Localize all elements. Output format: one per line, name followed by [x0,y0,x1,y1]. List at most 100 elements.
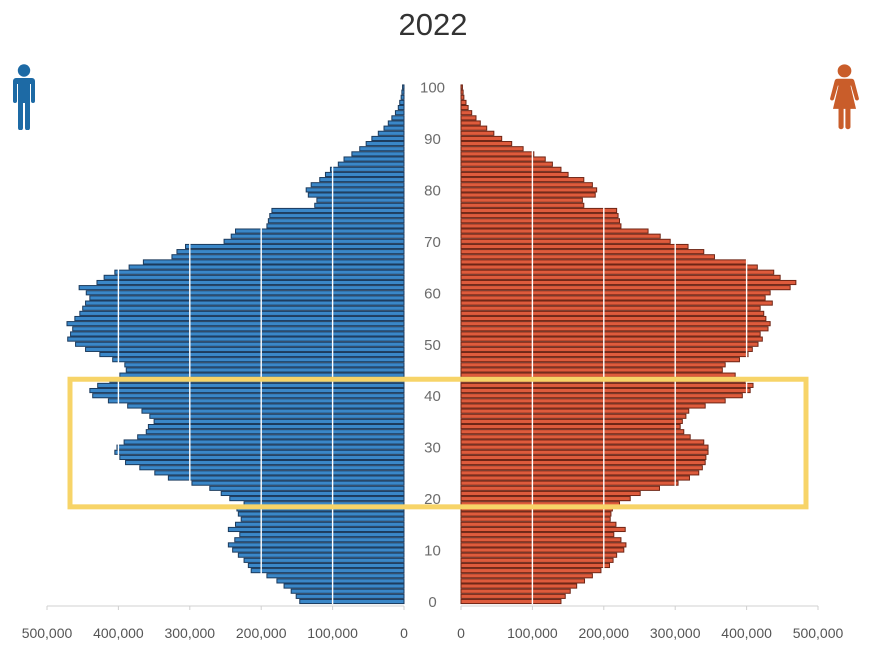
female-bar-age-83 [460,171,569,178]
female-bar-age-36 [460,413,687,419]
female-bar-age-79 [460,192,596,198]
male-bar-age-42 [97,382,405,388]
female-bar-age-68 [460,249,705,255]
female-icon-body [830,78,859,130]
male-bar-age-7 [247,562,405,569]
age-tick-label: 90 [424,131,441,148]
female-bar-age-55 [460,315,767,322]
age-tick-label: 10 [424,543,441,560]
age-tick-label: 80 [424,182,441,199]
male-x-tick-label: 100,000 [307,625,358,641]
male-bar-age-87 [351,151,405,157]
female-bar-age-24 [460,475,690,481]
male-bar-age-93 [387,120,405,126]
female-bar-age-73 [460,223,622,229]
female-bar-age-57 [460,305,761,311]
male-x-tick-label: 0 [400,625,408,641]
female-bar-age-31 [460,439,705,445]
female-bar-age-99 [460,89,464,95]
female-bar-age-67 [460,254,715,260]
female-bar-age-54 [460,321,771,327]
female-bar-age-48 [460,351,749,358]
female-bar-age-29 [460,449,709,455]
male-bar-age-96 [397,105,405,111]
male-bar-age-36 [149,413,405,419]
female-bar-age-28 [460,454,707,461]
female-bar-age-6 [460,568,602,574]
male-bar-age-83 [324,171,405,178]
age-axis: 0 10 20 30 40 50 60 70 80 90 100 [420,80,445,612]
male-bar-age-30 [116,444,405,450]
female-bar-age-59 [460,295,766,301]
male-bar-age-57 [82,305,405,311]
female-bar-age-50 [460,341,759,347]
male-bar-age-78 [316,197,405,203]
male-bar-age-29 [114,449,405,455]
male-bar-age-38 [127,403,405,409]
male-bar-age-22 [209,485,405,491]
male-bar-age-15 [235,521,405,527]
female-bar-age-76 [460,207,618,214]
male-bar-age-56 [79,310,405,316]
male-x-tick-label: 400,000 [93,625,144,641]
female-bar-age-42 [460,382,754,388]
female-bar-age-58 [460,300,773,306]
male-bar-age-70 [223,238,405,244]
male-bar-age-14 [227,526,405,533]
female-bar-age-32 [460,434,691,440]
female-bar-age-23 [460,480,679,486]
male-bar-age-31 [123,439,405,445]
female-bar-age-30 [460,444,709,450]
female-bar-age-21 [460,490,641,497]
male-bar-age-40 [92,393,405,399]
highlight-box [67,376,809,510]
male-bar-age-91 [377,130,405,136]
female-bar-age-5 [460,573,593,579]
male-bar-age-23 [191,480,405,486]
female-bar-age-34 [460,424,681,430]
female-bar-age-8 [460,557,614,563]
male-bar-age-44 [119,372,405,378]
age-tick-label: 60 [424,285,441,302]
male-bar-age-65 [128,264,405,270]
male-bar-age-17 [237,511,405,517]
female-bar-age-61 [460,285,791,291]
male-bar-age-98 [400,94,405,100]
female-x-tick-label: 300,000 [650,625,701,641]
female-bar-age-44 [460,372,736,378]
male-bar-age-51 [67,336,405,342]
female-x-tick-label: 0 [457,625,465,641]
female-bar-age-84 [460,166,562,172]
male-bar-age-0 [299,598,405,605]
female-bar-age-100 [460,84,463,90]
male-bar-age-34 [147,424,405,430]
male-bar-age-12 [234,537,405,543]
male-bar-age-8 [243,557,405,563]
female-bar-age-4 [460,578,586,584]
female-bar-age-78 [460,197,583,203]
female-bar-age-72 [460,228,649,234]
male-bar-age-20 [229,496,405,502]
male-bar-age-3 [283,583,405,589]
female-bar-age-53 [460,326,769,332]
male-bar-age-32 [137,434,405,440]
male-bar-age-46 [124,362,405,368]
male-bar-age-67 [171,254,405,260]
male-bar-age-35 [153,418,405,424]
male-bar-age-59 [89,295,405,301]
female-bar-age-62 [460,279,797,286]
age-tick-label: 70 [424,234,441,251]
male-icon [13,64,35,130]
female-bar-age-27 [460,460,706,466]
female-bar-age-71 [460,233,661,239]
male-bar-age-45 [125,367,405,373]
male-bar-age-84 [329,166,405,172]
female-bar-age-49 [460,346,753,352]
male-bar-age-5 [266,573,405,579]
age-tick-label: 0 [428,594,436,611]
female-bar-age-16 [460,516,611,522]
male-bar-age-55 [74,315,405,322]
male-bar-age-95 [394,110,405,116]
male-bar-age-24 [167,475,405,481]
male-bar-age-47 [112,357,405,363]
